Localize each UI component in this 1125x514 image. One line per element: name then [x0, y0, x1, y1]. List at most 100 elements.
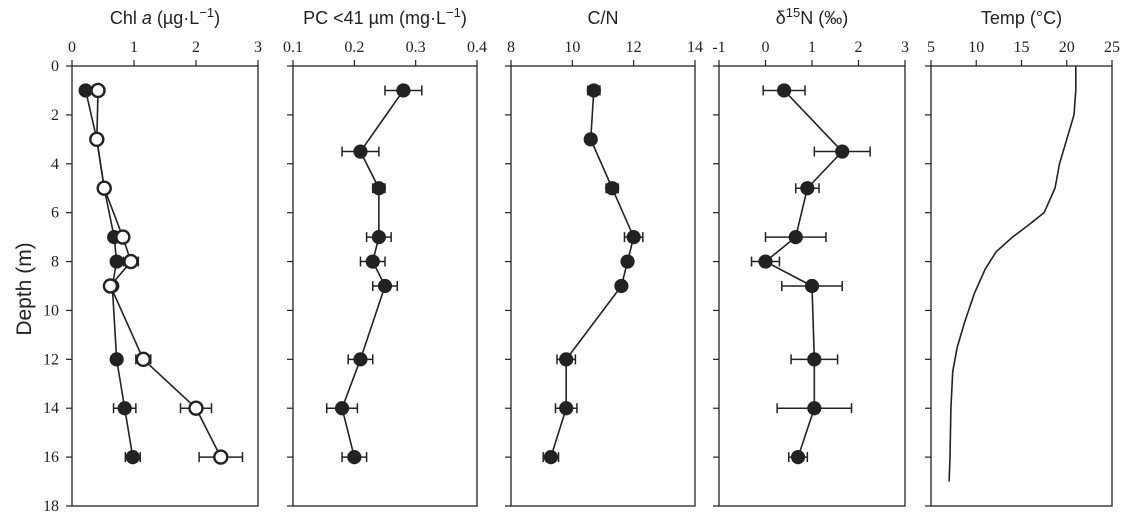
x-tick-label: 1 [808, 39, 816, 56]
x-tick-label: 12 [626, 39, 642, 56]
panel-title-end: ) [461, 8, 467, 28]
data-point-open [213, 449, 229, 465]
y-tick-label: 4 [51, 156, 59, 173]
panel-frame [510, 65, 696, 507]
y-tick-label: 10 [43, 302, 59, 319]
data-point-filled [125, 450, 140, 465]
x-tick-label: 0.1 [283, 39, 303, 56]
x-tick-label: 0.2 [344, 39, 364, 56]
data-point-filled [835, 144, 850, 159]
data-point-open [115, 229, 131, 245]
panel-title-main: PC <41 µm (mg·L [303, 8, 446, 28]
panel-title: PC <41 µm (mg·L−1) [303, 5, 467, 28]
x-tick-label: 8 [507, 39, 515, 56]
data-point-filled [614, 278, 629, 294]
y-tick-label: 16 [43, 449, 59, 466]
x-tick-label: -1 [712, 39, 725, 56]
panel-title: Temp (°C) [981, 8, 1062, 28]
data-point-filled [605, 181, 620, 196]
x-tick-label: 2 [192, 39, 200, 56]
data-point-filled [559, 352, 574, 367]
x-tick-label: 5 [927, 39, 935, 56]
panel-title-sup: −1 [446, 5, 461, 20]
data-point-filled [620, 254, 635, 269]
x-tick-label: 0.3 [406, 39, 426, 56]
y-tick-label: 6 [51, 205, 59, 222]
data-point-filled [807, 401, 822, 416]
data-point-filled [117, 401, 132, 416]
panel-title-main: Chl [110, 8, 142, 28]
panel-frame [292, 65, 478, 507]
panel-5: Temp (°C) 5 10 15 20 25 [925, 8, 1120, 507]
data-point-filled [800, 181, 815, 196]
x-tick-label: 20 [1059, 39, 1075, 56]
data-point-open [90, 82, 106, 99]
y-tick-label: 0 [51, 58, 59, 75]
x-tick-label: 2 [855, 39, 863, 56]
y-tick-label: 2 [51, 107, 59, 124]
panel-title-end: ) [214, 8, 220, 28]
data-point-open [123, 253, 139, 270]
x-tick-label: 0 [762, 39, 770, 56]
panel-title-main: δ [776, 8, 786, 28]
x-tick-label: 14 [687, 39, 703, 56]
x-tick-label: 3 [901, 39, 909, 56]
x-tick-label: 3 [254, 39, 262, 56]
panel-frame [930, 65, 1113, 507]
panel-title-sup: 15 [786, 5, 800, 20]
data-point-filled [334, 401, 350, 416]
series-line [764, 89, 844, 458]
series-line [95, 90, 222, 458]
data-point-filled [109, 254, 124, 269]
panel-2: PC <41 µm (mg·L−1)0.1 0.2 0.3 0.4 [283, 5, 487, 507]
panel-title-ital: a [142, 8, 152, 28]
data-point-open [102, 278, 119, 294]
data-point-filled [586, 83, 601, 98]
panel-title: Chl a (µg·L−1) [110, 5, 220, 28]
data-point-filled [559, 401, 574, 416]
x-tick-label: 1 [130, 39, 138, 56]
panel-title-main: C/N [588, 8, 619, 28]
series-line [948, 66, 1077, 482]
x-tick-label: 15 [1014, 39, 1030, 56]
data-point-filled [109, 352, 124, 367]
panel-4: δ15N (‰) -1 0 1 2 3 [712, 5, 909, 507]
data-point-filled [365, 254, 380, 269]
data-point-filled [758, 254, 773, 269]
data-point-filled [543, 450, 558, 465]
data-point-filled [371, 230, 386, 245]
panel-title: δ15N (‰) [776, 5, 849, 28]
data-point-filled [583, 132, 598, 147]
panel-title-main: Temp (°C) [981, 8, 1062, 28]
data-point-open [96, 180, 112, 196]
data-point-filled [353, 144, 368, 159]
data-point-filled [776, 83, 792, 98]
y-tick-label: 14 [43, 400, 59, 417]
data-point-filled [788, 230, 803, 245]
x-tick-label: 0 [68, 39, 76, 56]
data-point-filled [78, 83, 93, 98]
data-point-open [188, 400, 204, 416]
data-point-filled [626, 230, 641, 245]
series-line [341, 89, 405, 458]
data-point-filled [396, 83, 411, 98]
data-point-filled [371, 181, 386, 196]
x-tick-label: 25 [1104, 39, 1120, 56]
panel-title-end: N (‰) [800, 8, 848, 28]
data-point-filled [790, 450, 806, 465]
panel-title-rest: (µg·L [152, 8, 199, 28]
panel-3: C/N 8 10 12 14 [505, 8, 703, 507]
data-point-open [135, 351, 152, 368]
x-tick-label: 0.4 [467, 39, 487, 56]
panel-title-sup: −1 [199, 5, 214, 20]
x-tick-label: 10 [968, 39, 984, 56]
y-tick-label: 12 [43, 351, 59, 368]
data-point-filled [377, 278, 393, 294]
data-point-filled [807, 352, 822, 367]
y-axis-label: Depth (m) [13, 242, 36, 335]
data-point-filled [353, 352, 368, 367]
data-point-filled [347, 450, 362, 465]
